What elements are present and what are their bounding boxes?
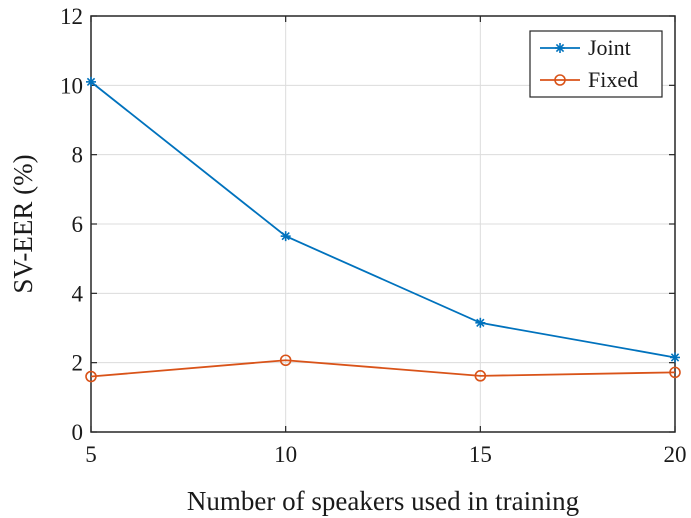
y-tick-label: 12 (60, 4, 83, 29)
x-tick-label: 20 (664, 442, 687, 467)
y-tick-label: 2 (72, 351, 84, 376)
data-point-joint (475, 317, 486, 328)
legend-box (529, 30, 663, 98)
data-point-fixed (474, 370, 487, 382)
y-tick-label: 10 (60, 73, 83, 98)
x-tick-label: 10 (274, 442, 297, 467)
y-axis-label: SV-EER (%) (8, 154, 38, 293)
data-point-joint (86, 76, 96, 87)
legend-entry-fixed: Fixed (540, 67, 638, 92)
series-layer (85, 76, 681, 383)
legend-label: Joint (588, 35, 631, 60)
legend-marker (555, 43, 565, 53)
data-point-fixed (669, 366, 681, 379)
y-tick-label: 8 (72, 143, 84, 168)
series-fixed (85, 354, 681, 383)
legend: Joint Fixed (529, 30, 663, 98)
data-point-joint (670, 352, 680, 363)
legend-label: Fixed (588, 67, 638, 92)
series-line-joint (90, 81, 676, 359)
x-tick-label: 5 (85, 442, 97, 467)
series-line-fixed (90, 359, 676, 378)
data-point-fixed (85, 370, 97, 383)
y-tick-label: 4 (72, 281, 84, 306)
x-tick-label: 15 (469, 442, 492, 467)
legend-entry-joint: Joint (540, 35, 631, 60)
y-tick-label: 0 (72, 420, 84, 445)
data-point-fixed (279, 354, 292, 367)
axis-ticks: 5 10 15 20 0 2 4 6 8 10 12 (60, 4, 687, 467)
series-joint (86, 76, 680, 363)
x-axis-label: Number of speakers used in training (187, 486, 579, 516)
legend-marker (554, 74, 566, 86)
y-tick-label: 6 (72, 212, 84, 237)
data-point-joint (280, 231, 291, 242)
